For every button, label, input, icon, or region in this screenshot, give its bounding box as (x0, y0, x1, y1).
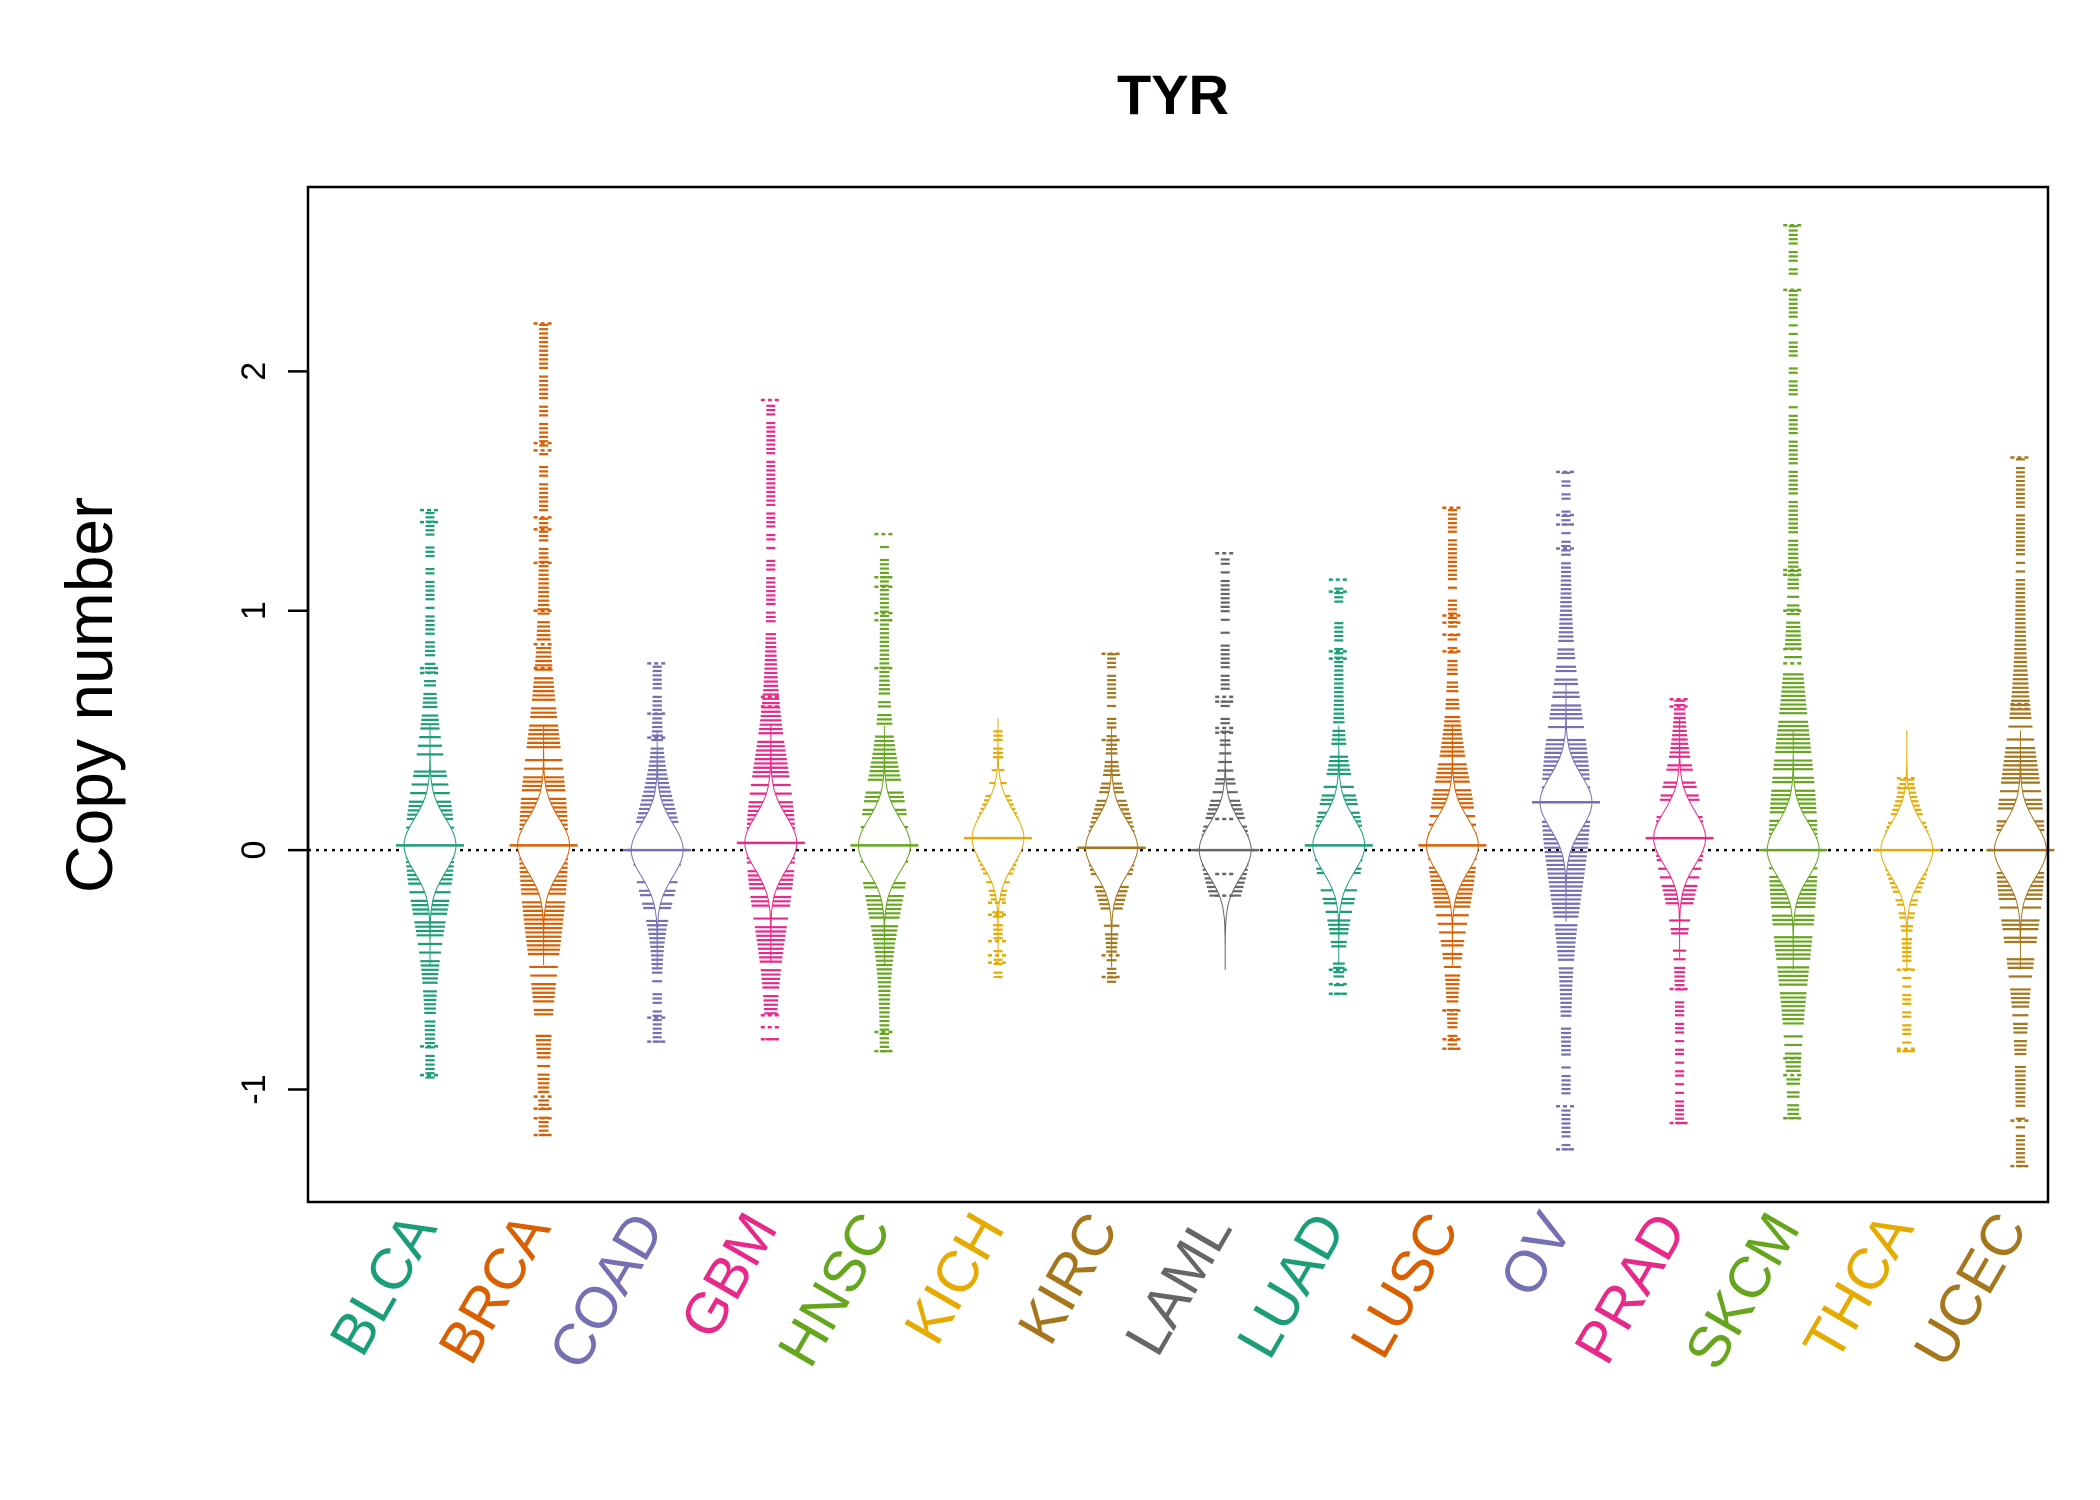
bean-hnsc (850, 532, 919, 1053)
bean-ov (1532, 470, 1600, 1151)
bean-blca (396, 508, 464, 1079)
bean-kich (964, 718, 1032, 979)
bean-laml (1191, 552, 1260, 970)
x-tick-label-kirc: KIRC (1005, 1202, 1131, 1355)
x-tick-label-ov: OV (1487, 1202, 1585, 1307)
bean-lusc (1418, 506, 1487, 1051)
plot-frame (306, 185, 2050, 1204)
bean-ucec (1986, 456, 2055, 1168)
bean-kirc (1077, 652, 1146, 983)
x-tick-label-hnsc: HNSC (765, 1202, 903, 1377)
plot-area (308, 224, 2055, 1168)
bean-thca (1872, 730, 1941, 1053)
y-tick-label: 2 (235, 362, 273, 381)
chart-title: TYR (1117, 63, 1229, 126)
y-axis-label: Copy number (52, 497, 126, 893)
bean-gbm (736, 398, 805, 1041)
x-tick-label-ucec: UCEC (1901, 1202, 2039, 1377)
bean-luad (1304, 578, 1373, 995)
x-tick-label-luad: LUAD (1224, 1202, 1358, 1368)
x-tick-label-gbm: GBM (668, 1202, 790, 1349)
bean-brca (509, 322, 578, 1137)
x-tick-label-coad: COAD (536, 1202, 676, 1380)
y-axis: -1 0 1 2 (235, 362, 310, 1105)
bean-prad (1645, 698, 1714, 1125)
x-tick-label-kich: KICH (892, 1202, 1018, 1355)
x-tick-label-skcm: SKCM (1672, 1202, 1812, 1380)
x-tick-label-lusc: LUSC (1338, 1202, 1472, 1368)
y-tick-label: 0 (235, 841, 273, 860)
bean-coad (623, 662, 692, 1043)
y-tick-label: 1 (235, 601, 273, 620)
y-tick-label: -1 (235, 1074, 273, 1104)
bean-skcm (1759, 224, 1828, 1120)
x-tick-label-laml: LAML (1112, 1202, 1244, 1366)
